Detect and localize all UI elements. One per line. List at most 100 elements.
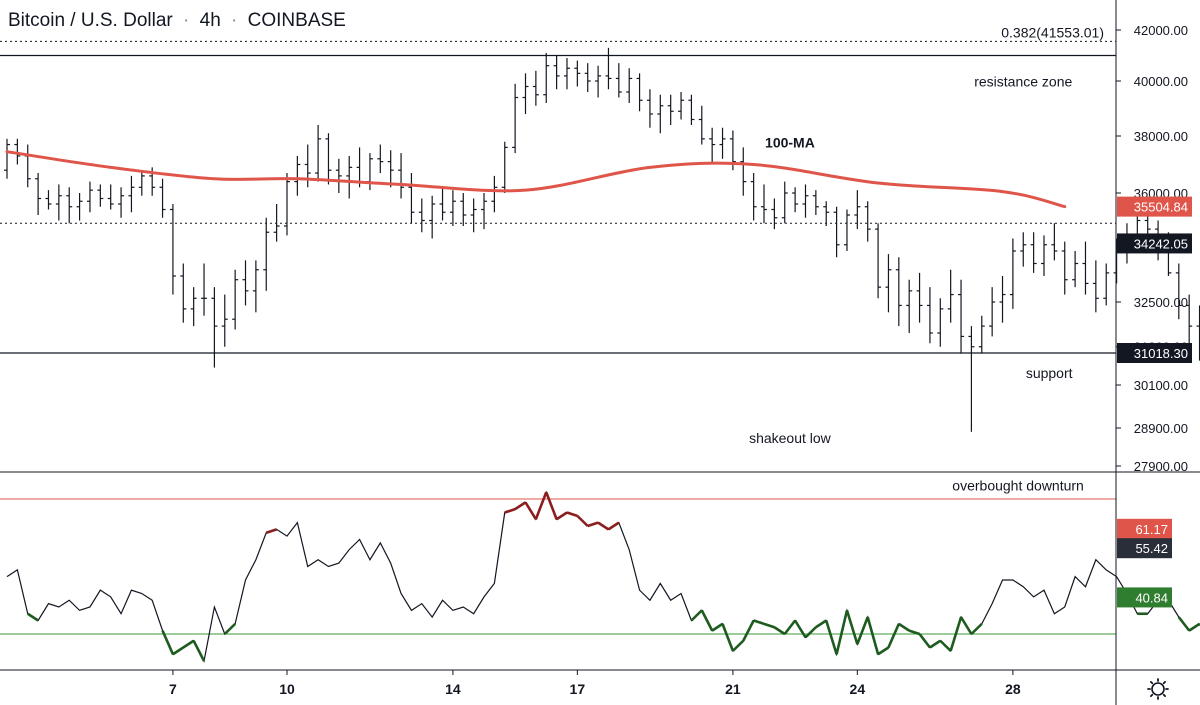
price-bar xyxy=(159,178,166,218)
rsi-tag-label: 55.42 xyxy=(1135,541,1168,556)
price-bar xyxy=(895,257,902,327)
rsi-oversold-segment xyxy=(783,619,797,635)
price-bar xyxy=(989,287,996,337)
rsi-oversold-segment xyxy=(700,609,714,632)
price-tag-box xyxy=(1117,233,1192,254)
price-bar xyxy=(107,184,114,210)
price-bar xyxy=(885,254,892,313)
rsi-tag-low: 40.84 xyxy=(1117,587,1172,608)
rsi-tag-label: 61.17 xyxy=(1135,522,1168,537)
price-bar xyxy=(646,89,653,128)
annotation-label: support xyxy=(1026,365,1073,381)
price-bar xyxy=(719,127,726,159)
rsi-oversold-segment xyxy=(845,609,859,645)
price-tag-label: 31018.30 xyxy=(1134,346,1188,361)
rsi-oversold-segment xyxy=(939,639,952,652)
rsi-oversold-segment xyxy=(887,623,901,649)
price-bar xyxy=(698,105,705,145)
price-bar xyxy=(252,260,259,313)
price-bar xyxy=(978,315,985,354)
rsi-oversold-segment xyxy=(1188,622,1200,632)
price-bar xyxy=(491,175,498,213)
price-bar xyxy=(1082,241,1089,295)
rsi-overbought-segment xyxy=(576,514,589,527)
rsi-oversold-segment xyxy=(731,639,745,652)
rsi-oversold-segment xyxy=(970,622,983,635)
price-bar xyxy=(1092,260,1099,313)
price-bar xyxy=(169,204,176,295)
annotation-label: resistance zone xyxy=(974,74,1072,90)
price-bar xyxy=(315,125,322,182)
rsi-oversold-segment xyxy=(929,639,942,649)
price-tag-box xyxy=(1117,196,1192,217)
rsi-oversold-segment xyxy=(742,619,755,642)
price-bar xyxy=(750,173,757,221)
x-axis-tick-label: 7 xyxy=(169,681,177,697)
price-tag-label: 34242.05 xyxy=(1134,236,1188,251)
y-axis-tick-label: 38000.00 xyxy=(1134,129,1188,144)
price-bar xyxy=(626,68,633,103)
rsi-oversold-segment xyxy=(959,616,973,635)
rsi-oversold-segment xyxy=(172,646,184,656)
y-axis-tick-label: 40000.00 xyxy=(1134,74,1188,89)
price-bar xyxy=(522,73,529,114)
rsi-overbought-segment xyxy=(566,511,578,518)
price-bar xyxy=(574,60,581,87)
price-bar xyxy=(335,158,342,193)
price-bar xyxy=(97,184,104,207)
rsi-oversold-segment xyxy=(856,616,869,645)
price-bar xyxy=(875,223,882,299)
annotation-label: overbought downturn xyxy=(952,478,1084,494)
rsi-oversold-segment xyxy=(711,622,724,632)
price-bar xyxy=(283,173,290,236)
rsi-tag-box xyxy=(1117,518,1172,539)
price-bar xyxy=(232,269,239,330)
rsi-oversold-segment xyxy=(192,640,206,662)
rsi-oversold-segment xyxy=(753,619,765,626)
y-axis-tick-label: 42000.00 xyxy=(1134,23,1188,38)
fib-level-label: 0.382(41553.01) xyxy=(1001,24,1104,40)
rsi-oversold-segment xyxy=(824,620,838,655)
price-bar xyxy=(584,63,591,92)
price-bar xyxy=(76,193,83,221)
rsi-overbought-segment xyxy=(514,501,527,511)
rsi-oversold-segment xyxy=(908,629,920,636)
rsi-tag-box xyxy=(1117,587,1172,608)
price-bar xyxy=(429,195,436,239)
price-bar xyxy=(263,217,270,291)
rsi-oversold-segment xyxy=(161,630,175,655)
rsi-overbought-segment xyxy=(534,491,548,520)
price-bar xyxy=(418,198,425,233)
rsi-overbought-segment xyxy=(504,507,516,514)
price-bar xyxy=(138,170,145,196)
rsi-oversold-segment xyxy=(763,622,775,629)
rsi-oversold-segment xyxy=(804,626,817,639)
rsi-oversold-segment xyxy=(794,619,807,639)
price-bar xyxy=(947,269,954,323)
price-bar xyxy=(563,58,570,90)
price-bar xyxy=(470,198,477,233)
price-bar xyxy=(802,184,809,218)
gear-icon[interactable] xyxy=(1147,678,1169,700)
price-bar xyxy=(1009,238,1016,309)
price-bar xyxy=(4,138,10,179)
price-bar xyxy=(1041,235,1047,276)
x-axis-tick-label: 28 xyxy=(1005,681,1021,697)
rsi-oversold-segment xyxy=(898,622,910,632)
annotation-label: shakeout low xyxy=(749,430,832,446)
x-axis-tick-label: 21 xyxy=(725,681,741,697)
price-tag-box xyxy=(1117,343,1192,363)
price-bar xyxy=(958,279,965,354)
price-tag-last: 34242.05 xyxy=(1117,233,1192,254)
price-bar xyxy=(761,184,768,224)
y-axis-tick-label: 32500.00 xyxy=(1134,295,1188,310)
rsi-oversold-segment xyxy=(918,633,931,649)
price-bar xyxy=(833,206,840,258)
price-bar xyxy=(325,133,332,185)
price-bar xyxy=(211,287,218,368)
rsi-oversold-segment xyxy=(690,609,703,622)
price-bar xyxy=(1051,223,1058,261)
price-bar xyxy=(864,201,871,242)
